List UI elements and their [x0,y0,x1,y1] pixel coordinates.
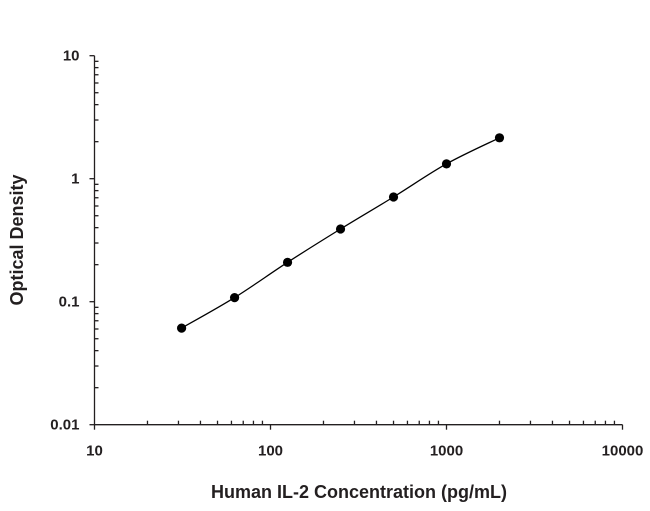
x-tick-label: 1000 [430,443,463,460]
data-point [229,292,240,303]
y-tick-label: 1 [71,171,79,188]
axes [89,55,624,430]
tick-labels: 10 100 1000 10000 10 1 0.1 0.01 [50,48,643,460]
data-point [282,257,293,267]
data-point [388,192,399,202]
x-tick-label: 10 [86,443,103,460]
x-tick-label: 100 [258,443,283,460]
data-point [494,133,505,143]
data-point [176,323,187,333]
y-tick-label: 10 [63,48,80,65]
data-point [441,159,452,169]
x-axis-label: Human IL-2 Concentration (pg/mL) [211,482,507,502]
data-point [335,224,346,234]
x-tick-label: 10000 [602,443,644,460]
y-axis-label: Optical Density [7,174,27,305]
y-tick-label: 0.01 [50,417,79,434]
data-points [176,133,505,333]
y-tick-label: 0.1 [59,294,80,311]
